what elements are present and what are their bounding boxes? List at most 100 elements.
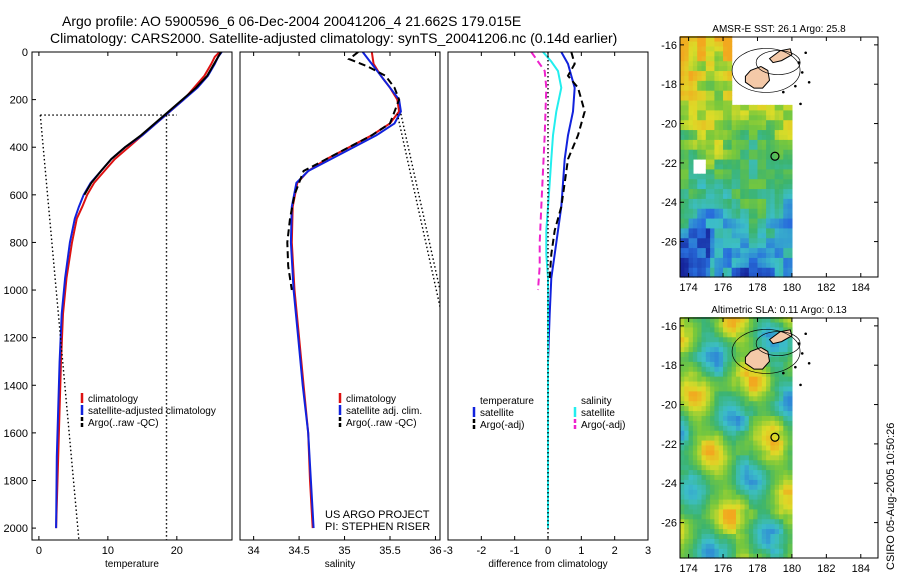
series-climatology — [290, 52, 401, 529]
map-cell — [718, 553, 724, 559]
map-cell — [705, 385, 711, 392]
map-cell — [701, 65, 707, 72]
map-cell — [680, 203, 685, 209]
map-cell — [757, 232, 763, 239]
map-cell — [688, 385, 694, 392]
map-cell — [701, 356, 707, 362]
map-cell — [697, 435, 703, 441]
map-cell — [731, 533, 737, 539]
map-cell — [692, 317, 698, 323]
map-cell — [731, 272, 737, 278]
map-cell — [761, 178, 767, 185]
map-cell — [697, 222, 703, 229]
argo-position-marker — [770, 432, 780, 442]
map-cell — [787, 479, 793, 485]
map-cell — [731, 346, 737, 353]
map-cell — [697, 425, 703, 431]
map-cell — [692, 173, 698, 180]
map-cell — [779, 405, 784, 412]
map-cell — [680, 380, 685, 387]
map-cell — [692, 439, 698, 446]
map-cell — [680, 208, 685, 214]
map-cell — [783, 380, 789, 387]
map-cell — [740, 247, 746, 254]
map-cell — [748, 257, 754, 263]
map-cell — [705, 154, 711, 160]
map-cell — [757, 498, 763, 505]
map-cell — [779, 430, 784, 436]
map-cell — [783, 227, 789, 234]
map-cell — [705, 109, 711, 116]
map-cell — [688, 272, 694, 278]
map-cell — [787, 513, 793, 520]
map-cell — [731, 469, 737, 475]
y-tick-label: 1400 — [4, 380, 28, 392]
map-cell — [766, 518, 771, 525]
map-cell — [744, 553, 750, 559]
map-cell — [727, 95, 733, 101]
map-cell — [680, 405, 685, 412]
map-cell — [774, 474, 780, 480]
map-cell — [723, 464, 728, 471]
map-cell — [757, 503, 763, 510]
map-cell — [714, 543, 720, 549]
map-cell — [692, 55, 698, 62]
map-cell — [710, 317, 716, 323]
map-cell — [731, 168, 737, 175]
map-cell — [761, 371, 767, 377]
map-cell — [701, 242, 707, 249]
map-cell — [688, 267, 694, 273]
map-cell — [714, 257, 720, 263]
map-cell — [705, 247, 711, 254]
map-cell — [757, 425, 763, 431]
map-cell — [757, 459, 763, 466]
map-cell — [684, 430, 690, 436]
map-cell — [748, 173, 754, 180]
map-cell — [701, 237, 707, 244]
map-cell — [684, 134, 690, 140]
map-cell — [692, 242, 698, 249]
map-cell — [783, 385, 789, 392]
map-cell — [740, 385, 746, 392]
map-cell — [701, 385, 707, 392]
map-cell — [688, 75, 694, 81]
map-cell — [705, 257, 711, 263]
map-cell — [714, 65, 720, 72]
map-cell — [740, 508, 746, 515]
map-cell — [705, 193, 711, 199]
map-cell — [753, 114, 759, 121]
map-cell — [744, 420, 750, 426]
map-cell — [680, 326, 685, 333]
map-cell — [718, 227, 724, 234]
map-cell — [714, 498, 720, 505]
map-cell — [701, 193, 707, 199]
map-cell — [710, 538, 716, 544]
map-cell — [680, 119, 685, 126]
map-cell — [779, 513, 784, 520]
map-cell — [727, 371, 733, 377]
map-cell — [731, 553, 737, 559]
map-cell — [761, 479, 767, 485]
map-cell — [774, 400, 780, 407]
map-cell — [701, 95, 707, 101]
map-cell — [783, 498, 789, 505]
map-cell — [723, 178, 728, 185]
map-cell — [783, 420, 789, 426]
map-cell — [753, 193, 759, 199]
map-cell — [774, 538, 780, 544]
map-cell — [697, 40, 703, 47]
map-cell — [740, 317, 746, 323]
x-axis-label: temperature — [105, 559, 159, 570]
map-cell — [774, 242, 780, 249]
map-cell — [714, 40, 720, 47]
map-cell — [779, 454, 784, 461]
map-cell — [783, 459, 789, 466]
map-cell — [774, 464, 780, 471]
map-cell — [705, 548, 711, 554]
map-cell — [753, 400, 759, 407]
map-cell — [783, 237, 789, 244]
map-cell — [740, 232, 746, 239]
map-cell — [680, 40, 685, 47]
map-cell — [718, 36, 724, 42]
map-cell — [727, 144, 733, 150]
